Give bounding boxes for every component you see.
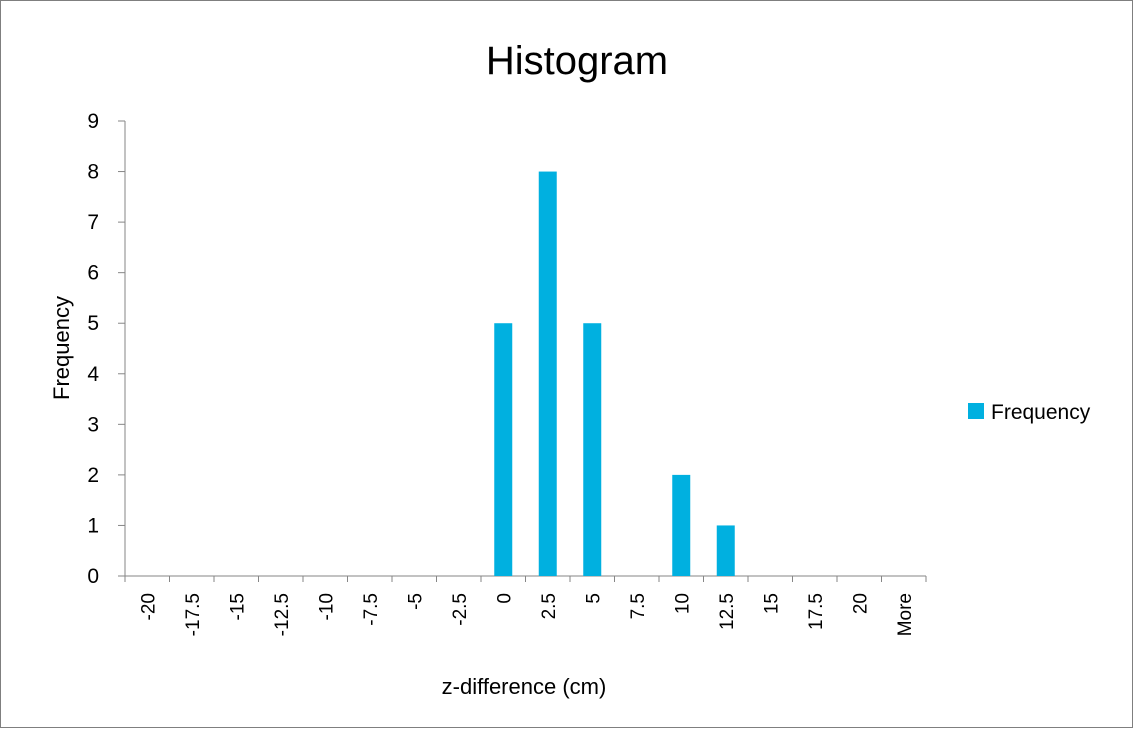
legend-swatch (968, 403, 984, 419)
x-axis-title: z-difference (cm) (442, 674, 607, 699)
x-tick-label: 17.5 (806, 593, 827, 630)
histogram-bar (672, 474, 691, 576)
x-tick-label: -15 (227, 593, 248, 620)
y-tick-label: 8 (87, 161, 99, 184)
x-tick-label: 20 (850, 593, 871, 614)
histogram-bar (538, 171, 557, 577)
legend: Frequency (968, 401, 1091, 424)
x-tick-label: -20 (138, 593, 159, 620)
histogram-bar (583, 323, 602, 576)
x-tick-label: 5 (583, 593, 604, 604)
y-tick-label: 6 (87, 262, 99, 285)
y-tick-label: 1 (87, 514, 99, 537)
y-tick-label: 4 (87, 363, 99, 386)
y-tick-label: 9 (87, 110, 99, 133)
bars (494, 171, 735, 577)
histogram-bar (494, 323, 513, 576)
x-tick-label: 2.5 (539, 593, 560, 619)
x-tick-label: -5 (405, 593, 426, 610)
x-axis: -20 -17.5 -15 -12.5 -10 -7.5 -5 -2.5 0 2.5 5 7.5 10 1… (124, 575, 927, 636)
x-tick-label: -17.5 (183, 593, 204, 636)
legend-label: Frequency (991, 401, 1091, 424)
x-tick-label: 7.5 (628, 593, 649, 619)
y-axis-title: Frequency (49, 296, 74, 400)
y-tick-label: 2 (87, 464, 99, 487)
x-tick-label: 15 (761, 593, 782, 614)
x-tick-label: 12.5 (717, 593, 738, 630)
y-tick-label: 5 (87, 312, 99, 335)
chart-title: Histogram (486, 39, 668, 83)
x-tick-label: -7.5 (361, 593, 382, 626)
x-tick-label: 0 (494, 593, 515, 604)
x-tick-label: More (895, 593, 916, 636)
y-tick-label: 3 (87, 413, 99, 436)
x-tick-label: -2.5 (450, 593, 471, 626)
y-tick-label: 7 (87, 211, 99, 234)
y-axis: 0 1 2 3 4 5 6 7 8 9 (87, 110, 126, 588)
x-tick-label: -12.5 (272, 593, 293, 636)
x-tick-label: 10 (672, 593, 693, 614)
histogram-bar (716, 525, 735, 576)
x-tick-label: -10 (316, 593, 337, 620)
y-tick-label: 0 (87, 565, 99, 588)
